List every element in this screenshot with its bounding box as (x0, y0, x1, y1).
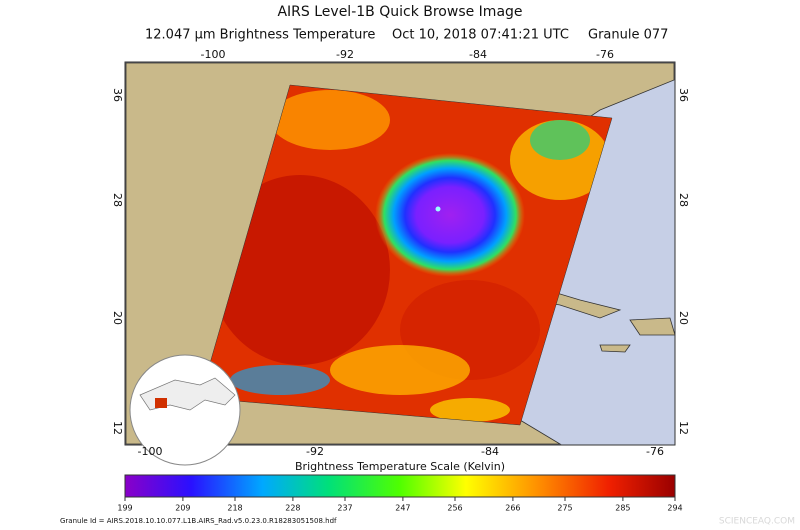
lat-label: 12 (111, 421, 124, 435)
lat-label: 12 (677, 421, 690, 435)
swath-edge (199, 84, 613, 426)
colorbar-tick-label: 209 (175, 504, 190, 513)
subtitle: Granule 077 (588, 28, 668, 43)
hispaniola (629, 317, 676, 336)
cloud (530, 120, 590, 160)
lon-label: -92 (306, 445, 324, 458)
lat-label: 36 (677, 88, 690, 102)
colorbar-tick-label: 285 (615, 504, 630, 513)
jamaica (599, 344, 631, 353)
subtitle: Oct 10, 2018 07:41:21 UTC (392, 28, 569, 43)
colorbar-tick-label: 218 (227, 504, 242, 513)
lat-label: 28 (677, 193, 690, 207)
colorbar-tick-label: 228 (285, 504, 300, 513)
granule-id: Granule Id = AIRS.2018.10.10.077.L1B.AIR… (60, 517, 337, 525)
lon-label: -92 (336, 48, 354, 61)
colorbar-tick-label: 275 (557, 504, 572, 513)
colorbar-tick-label: 256 (447, 504, 462, 513)
cloud (230, 365, 330, 395)
colorbar-tick-label: 199 (117, 504, 132, 513)
lon-label: -76 (596, 48, 614, 61)
hurricane (375, 153, 525, 277)
lon-label: -100 (201, 48, 226, 61)
colorbar-tick-label: 266 (505, 504, 520, 513)
colorbar-tick-label: 294 (667, 504, 682, 513)
cloud (330, 345, 470, 395)
colorbar-tick-label: 247 (395, 504, 410, 513)
warm-region (210, 175, 390, 365)
inset-swath (155, 398, 167, 408)
colorbar-tick-label: 237 (337, 504, 352, 513)
lat-label: 36 (111, 88, 124, 102)
lon-label: -84 (481, 445, 499, 458)
watermark: SCIENCEAQ.COM (719, 517, 795, 527)
subtitle: 12.047 μm Brightness Temperature (145, 28, 375, 43)
lon-label: -76 (646, 445, 664, 458)
cloud (270, 90, 390, 150)
hurricane-eye (435, 206, 441, 212)
cloud (430, 398, 510, 422)
lat-label: 28 (111, 193, 124, 207)
lon-label: -100 (138, 445, 163, 458)
lon-label: -84 (469, 48, 487, 61)
colorbar-title: Brightness Temperature Scale (Kelvin) (295, 460, 505, 473)
colorbar (124, 474, 676, 498)
map (124, 61, 676, 466)
lat-label: 20 (111, 311, 124, 325)
title: AIRS Level-1B Quick Browse Image (277, 4, 522, 20)
lat-label: 20 (677, 311, 690, 325)
